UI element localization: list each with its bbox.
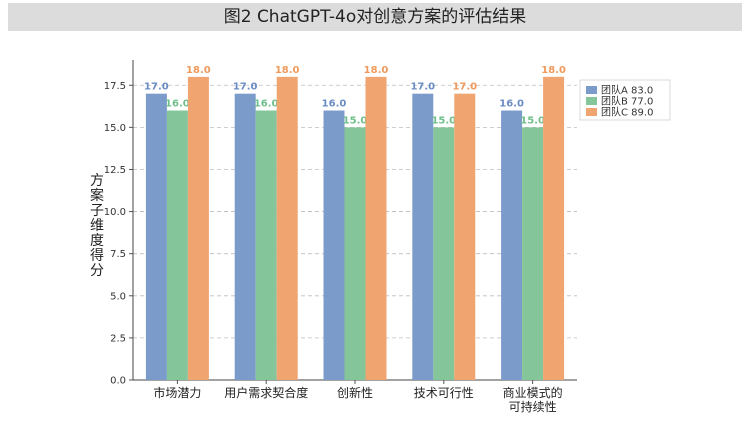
data-label: 16.0	[254, 99, 279, 110]
bar	[454, 93, 476, 381]
data-label: 17.0	[410, 82, 435, 93]
data-label: 18.0	[541, 65, 566, 76]
data-label: 15.0	[431, 115, 456, 126]
data-label: 17.0	[452, 82, 477, 93]
bar	[255, 110, 277, 381]
data-label: 16.0	[165, 99, 190, 110]
legend-label: 团队C 89.0	[601, 106, 653, 119]
y-tick-label: 15.0	[104, 123, 126, 134]
bar	[187, 76, 209, 380]
bar	[344, 127, 366, 380]
y-tick-label: 10.0	[104, 207, 126, 218]
y-tick-label: 12.5	[104, 165, 126, 176]
x-tick-label: 技术可行性	[414, 386, 474, 400]
legend-swatch	[586, 86, 597, 94]
x-tick-label: 创新性	[337, 385, 373, 400]
legend-label: 团队B 77.0	[601, 95, 653, 108]
data-label: 17.0	[144, 82, 169, 93]
title-bar: 图2 ChatGPT-4o对创意方案的评估结果	[8, 3, 742, 31]
x-tick-label: 用户需求契合度	[224, 385, 308, 400]
bar	[145, 93, 167, 381]
bar	[433, 127, 455, 380]
y-tick-label: 5.0	[110, 291, 126, 302]
bar	[543, 76, 565, 380]
y-tick-label: 7.5	[110, 249, 126, 260]
bar	[234, 93, 256, 381]
bar	[323, 110, 345, 381]
data-label: 16.0	[499, 99, 524, 110]
data-label: 15.0	[343, 115, 368, 126]
data-label: 18.0	[364, 65, 389, 76]
bar	[166, 110, 188, 381]
bar	[522, 127, 544, 380]
data-label: 17.0	[233, 82, 258, 93]
legend-swatch	[586, 108, 597, 116]
chart-title: 图2 ChatGPT-4o对创意方案的评估结果	[223, 7, 527, 27]
legend-swatch	[586, 97, 597, 105]
legend-label: 团队A 83.0	[601, 84, 653, 97]
bar	[276, 76, 298, 380]
data-label: 18.0	[186, 65, 211, 76]
bar	[501, 110, 523, 381]
data-label: 16.0	[322, 99, 347, 110]
x-tick-label: 市场潜力	[153, 385, 201, 400]
bar	[412, 93, 434, 381]
y-tick-label: 17.5	[104, 81, 126, 92]
y-tick-label: 0.0	[110, 376, 126, 387]
y-axis-label: 方案子维度得分	[90, 173, 104, 279]
data-label: 15.0	[520, 115, 545, 126]
bar	[365, 76, 387, 380]
x-tick-label: 商业模式的可持续性	[503, 385, 563, 414]
y-tick-label: 2.5	[110, 333, 126, 344]
data-label: 18.0	[275, 65, 300, 76]
